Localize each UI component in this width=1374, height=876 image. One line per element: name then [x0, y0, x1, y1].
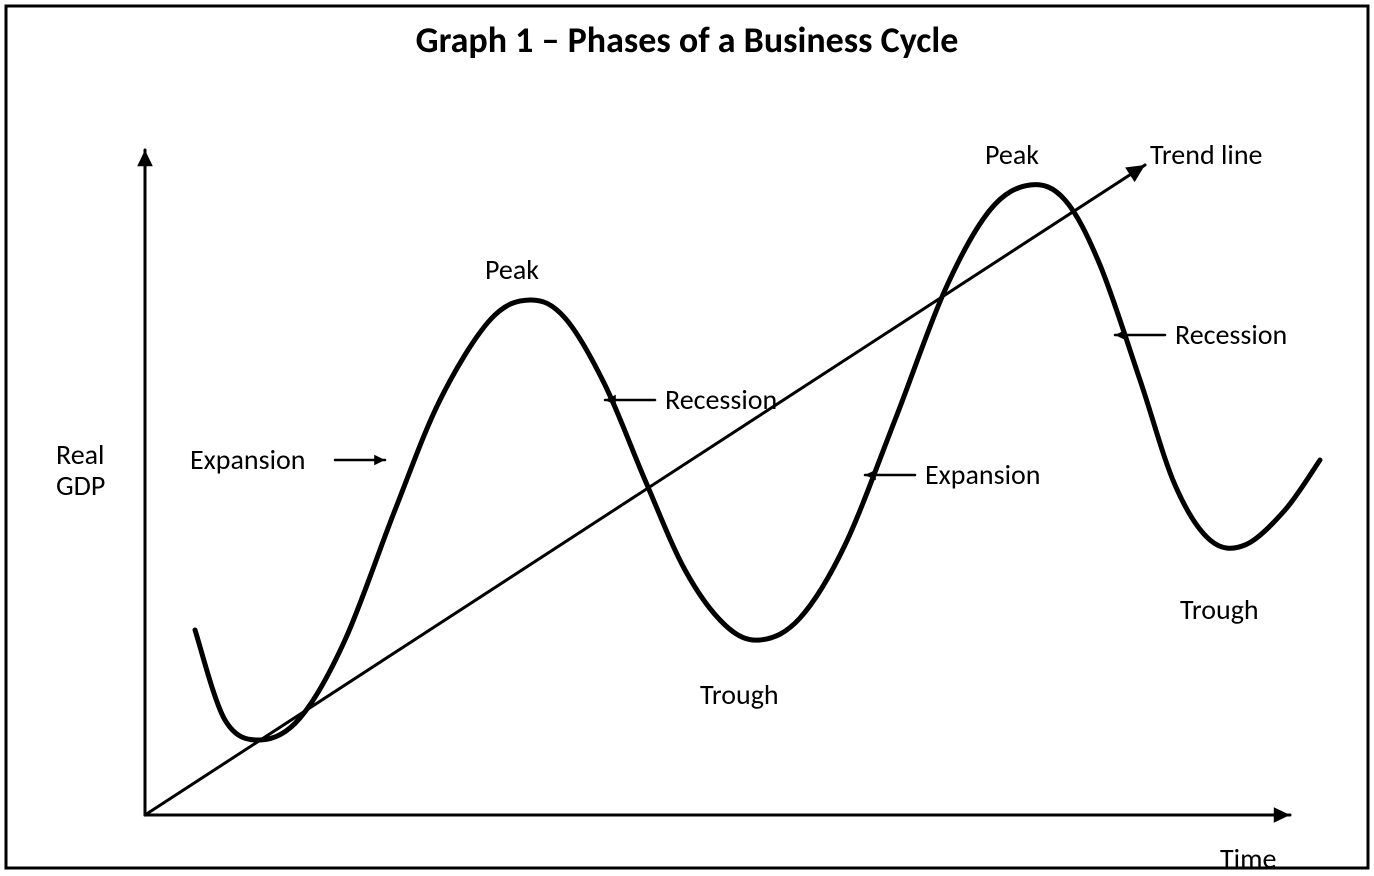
trend-line-label: Trend line: [1150, 140, 1262, 171]
y-axis-label-line2: GDP: [56, 468, 105, 503]
y-axis-label: Real GDP: [56, 440, 105, 502]
y-axis-label-line1: Real: [56, 437, 104, 472]
annotation-peak-1: Peak: [485, 255, 539, 286]
annotation-expansion-1: Expansion: [190, 445, 306, 476]
annotation-trough-2: Trough: [1180, 595, 1259, 626]
chart-title: Graph 1 – Phases of a Business Cycle: [0, 18, 1374, 62]
annotation-recession-2: Recession: [1175, 320, 1287, 351]
annotation-trough-1: Trough: [700, 680, 779, 711]
y-axis: [137, 150, 153, 815]
x-axis: [145, 807, 1290, 823]
chart-svg: [0, 0, 1374, 874]
business-cycle-curve: [195, 185, 1320, 740]
annotation-peak-2: Peak: [985, 140, 1039, 171]
annotation-expansion-2: Expansion: [925, 460, 1041, 491]
outer-border: [6, 6, 1368, 868]
x-axis-label: Time: [1220, 844, 1276, 875]
diagram-frame: Graph 1 – Phases of a Business Cycle Rea…: [0, 0, 1374, 874]
annotation-recession-1: Recession: [665, 385, 777, 416]
annotation-arrow-expansion-1: [335, 455, 385, 465]
